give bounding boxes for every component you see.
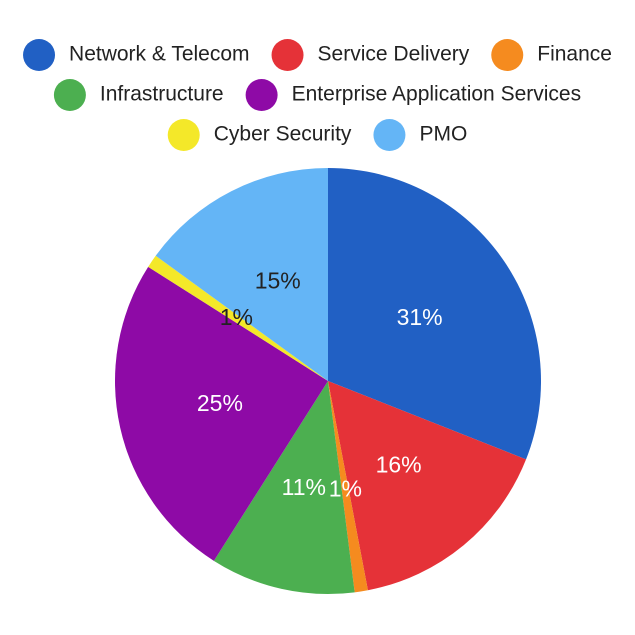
pie-slice — [115, 266, 328, 561]
pie-slice — [148, 255, 328, 381]
pie-slice — [328, 381, 368, 593]
legend-label: Service Delivery — [318, 43, 470, 66]
legend-label: Network & Telecom — [69, 43, 250, 66]
legend-item: Network & Telecom — [23, 39, 250, 71]
slice-label: 11% — [282, 474, 326, 500]
pie-slice — [155, 168, 328, 381]
legend-label: Cyber Security — [214, 123, 352, 146]
legend-label: Finance — [537, 43, 612, 66]
pie-slice — [213, 381, 355, 594]
legend-item: Infrastructure — [53, 79, 224, 111]
legend-label: PMO — [419, 123, 467, 146]
slice-label: 25% — [197, 390, 243, 416]
legend-swatch — [373, 119, 406, 151]
legend-item: Cyber Security — [167, 119, 352, 151]
slice-label: 16% — [376, 451, 422, 477]
legend-item: PMO — [373, 119, 467, 151]
slice-label: 1% — [329, 475, 362, 501]
pie-slice — [328, 381, 527, 591]
legend-swatch — [491, 39, 524, 71]
legend-swatch — [53, 79, 86, 111]
legend-item: Finance — [491, 39, 612, 71]
legend-item: Service Delivery — [271, 39, 470, 71]
legend-swatch — [167, 119, 200, 151]
legend-swatch — [271, 39, 304, 71]
slice-label: 31% — [397, 304, 443, 330]
legend-label: Infrastructure — [100, 83, 224, 106]
legend-swatch — [245, 79, 278, 111]
slice-label: 1% — [220, 304, 253, 330]
slice-label: 15% — [255, 267, 301, 293]
legend-swatch — [23, 39, 56, 71]
pie-slice — [328, 168, 542, 460]
legend-item: Enterprise Application Services — [245, 79, 581, 111]
legend-label: Enterprise Application Services — [292, 83, 581, 106]
